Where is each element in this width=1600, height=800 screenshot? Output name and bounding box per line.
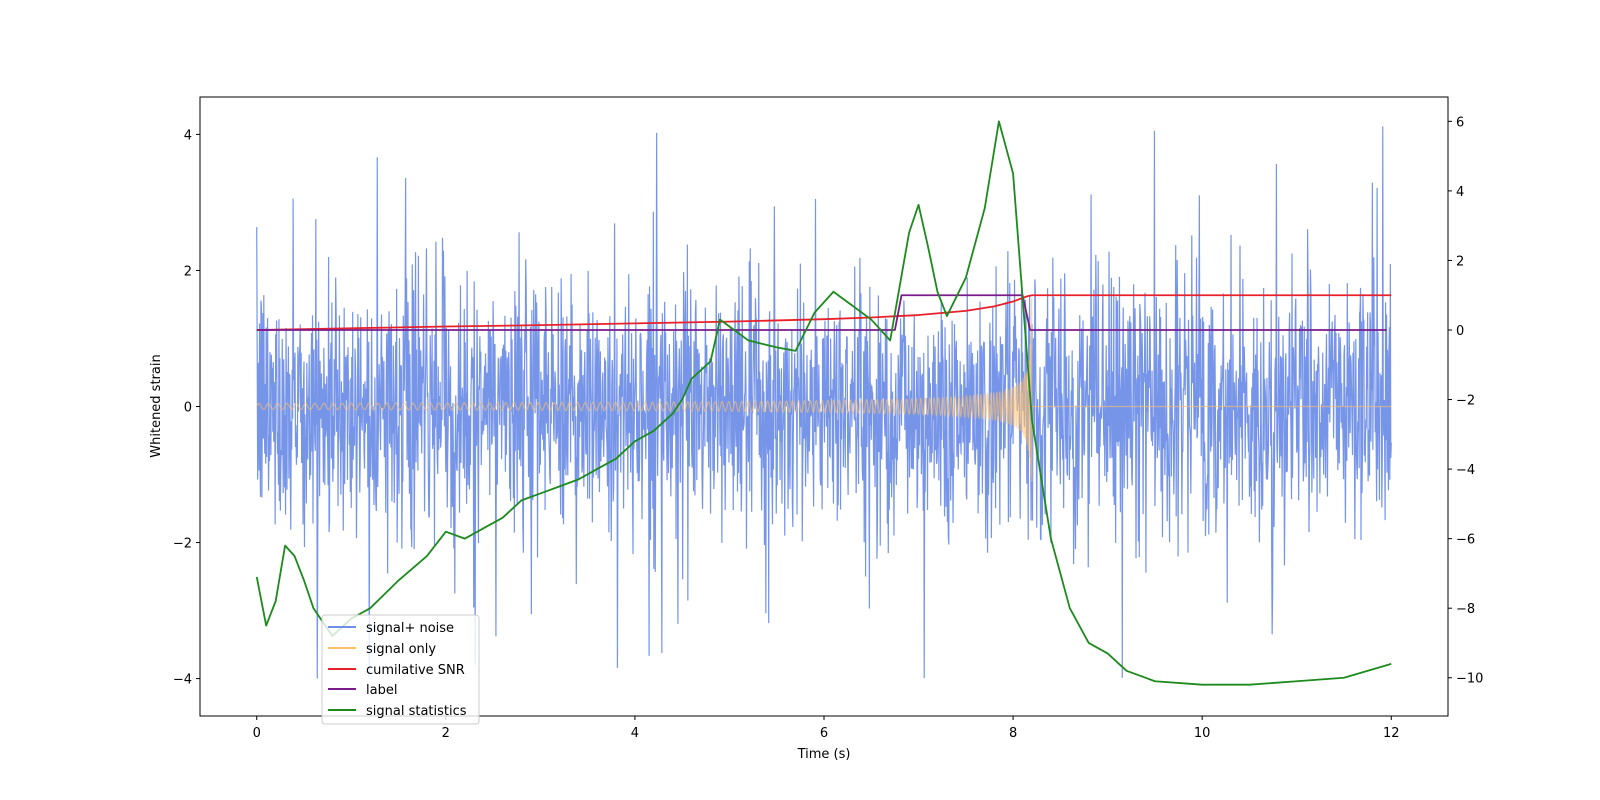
x-tick-label: 2 [442,726,450,741]
y-tick-label: 4 [184,128,192,143]
x-tick-label: 12 [1383,726,1400,741]
legend-label-signal-only: signal only [366,642,436,657]
legend-label-signal-noise: signal+ noise [366,621,454,636]
y-tick-label: −2 [173,537,192,552]
y-right-tick-label: −4 [1456,463,1475,478]
series-label [256,294,1387,331]
x-tick-label: 0 [253,726,261,741]
y-tick-label: 2 [184,264,192,279]
y-right-tick-label: 6 [1456,115,1464,130]
x-axis-label: Time (s) [797,747,851,762]
y-right-tick-label: 4 [1456,185,1464,200]
legend-label-signal-statistics: signal statistics [366,704,467,719]
y-axis-label: Whitened strain [149,354,164,457]
axis-ticks: 0 2 4 6 8 10 12 −4 −2 0 2 4 −10 −8 −6 −4 −2 0 2 4 6 [173,115,1484,741]
y-right-tick-label: −6 [1456,533,1475,548]
x-tick-label: 6 [820,726,828,741]
series-signal-only [256,298,1392,482]
x-tick-label: 8 [1009,726,1017,741]
y-tick-label: −4 [173,673,192,688]
legend-label-cumulative-snr: cumilative SNR [366,663,465,678]
legend-label-label: label [366,683,397,698]
y-right-tick-label: −2 [1456,394,1475,409]
y-right-tick-label: 2 [1456,254,1464,269]
legend: signal+ noise signal only cumilative SNR… [321,614,480,725]
plot-area [255,120,1392,686]
y-right-tick-label: −10 [1456,672,1483,687]
x-tick-label: 10 [1194,726,1211,741]
x-tick-label: 4 [631,726,639,741]
legend-box [321,614,480,725]
y-tick-label: 0 [184,401,192,416]
y-right-tick-label: 0 [1456,324,1464,339]
y-right-tick-label: −8 [1456,602,1475,617]
